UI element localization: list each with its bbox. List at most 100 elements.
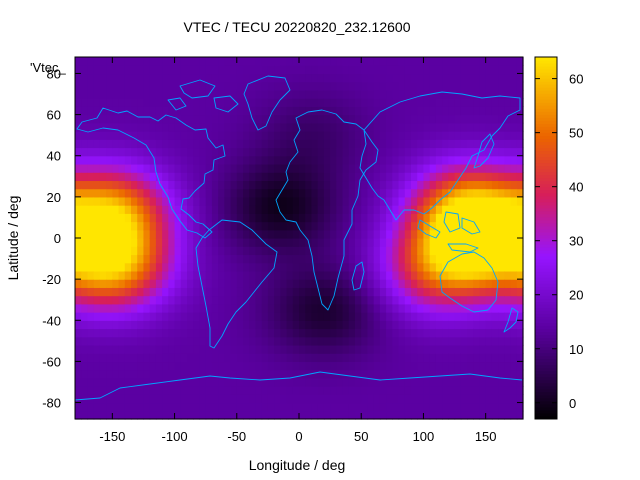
heatmap-cell bbox=[510, 139, 518, 149]
heatmap-cell bbox=[131, 303, 138, 313]
heatmap-cell bbox=[274, 131, 281, 140]
heatmap-cell bbox=[311, 361, 319, 371]
heatmap-cell bbox=[99, 229, 107, 239]
colorbar-band bbox=[535, 325, 557, 329]
heatmap-cell bbox=[75, 279, 82, 288]
heatmap-cell bbox=[417, 147, 425, 157]
colorbar-band bbox=[535, 274, 557, 278]
heatmap-cell bbox=[348, 155, 356, 165]
heatmap-cell bbox=[361, 73, 369, 83]
heatmap-cell bbox=[516, 73, 524, 83]
heatmap-cell bbox=[323, 98, 331, 107]
heatmap-cell bbox=[99, 139, 107, 149]
heatmap-cell bbox=[118, 295, 126, 305]
heatmap-cell bbox=[224, 279, 232, 288]
heatmap-cell bbox=[467, 394, 474, 404]
heatmap-cell bbox=[211, 213, 219, 223]
heatmap-cell bbox=[317, 254, 325, 264]
heatmap-cell bbox=[379, 295, 387, 305]
heatmap-cell bbox=[342, 98, 350, 107]
heatmap-cell bbox=[317, 65, 325, 75]
heatmap-cell bbox=[460, 73, 468, 83]
heatmap-cell bbox=[510, 336, 518, 346]
heatmap-cell bbox=[93, 172, 101, 182]
heatmap-cell bbox=[106, 65, 113, 75]
heatmap-cell bbox=[491, 81, 499, 91]
heatmap-cell bbox=[398, 353, 406, 363]
heatmap-cell bbox=[442, 295, 449, 305]
heatmap-cell bbox=[224, 377, 232, 387]
heatmap-cell bbox=[473, 361, 481, 371]
heatmap-cell bbox=[442, 196, 449, 206]
heatmap-cell bbox=[342, 114, 350, 124]
heatmap-cell bbox=[211, 114, 219, 124]
heatmap-cell bbox=[460, 238, 468, 247]
heatmap-cell bbox=[187, 221, 194, 231]
heatmap-cell bbox=[274, 221, 281, 231]
heatmap-cell bbox=[442, 238, 449, 247]
heatmap-cell bbox=[330, 73, 337, 83]
heatmap-cell bbox=[174, 147, 182, 157]
heatmap-cell bbox=[75, 147, 82, 157]
heatmap-cell bbox=[448, 114, 456, 124]
heatmap-cell bbox=[491, 122, 499, 132]
heatmap-cell bbox=[504, 172, 512, 182]
heatmap-cell bbox=[361, 163, 369, 173]
heatmap-cell bbox=[255, 213, 263, 223]
heatmap-cell bbox=[485, 172, 493, 182]
colorbar-band bbox=[535, 66, 557, 70]
heatmap-cell bbox=[180, 213, 188, 223]
heatmap-cell bbox=[491, 295, 499, 305]
heatmap-cell bbox=[112, 81, 120, 91]
heatmap-cell bbox=[292, 377, 300, 387]
heatmap-cell bbox=[411, 353, 418, 363]
heatmap-cell bbox=[292, 155, 300, 165]
heatmap-cell bbox=[373, 57, 381, 66]
heatmap-cell bbox=[75, 353, 82, 363]
heatmap-cell bbox=[199, 328, 207, 338]
heatmap-cell bbox=[112, 57, 120, 66]
heatmap-cell bbox=[516, 410, 524, 420]
heatmap-cell bbox=[180, 377, 188, 387]
heatmap-cell bbox=[292, 287, 300, 297]
heatmap-cell bbox=[137, 386, 145, 395]
heatmap-cell bbox=[292, 270, 300, 280]
heatmap-cell bbox=[93, 73, 101, 83]
heatmap-cell bbox=[423, 254, 431, 264]
heatmap-cell bbox=[417, 287, 425, 297]
heatmap-cell bbox=[423, 238, 431, 247]
heatmap-cell bbox=[305, 122, 313, 132]
heatmap-cell bbox=[187, 287, 194, 297]
heatmap-cell bbox=[205, 221, 213, 231]
heatmap-cell bbox=[274, 106, 281, 116]
heatmap-cell bbox=[311, 147, 319, 157]
heatmap-cell bbox=[243, 163, 250, 173]
heatmap-cell bbox=[342, 81, 350, 91]
heatmap-cell bbox=[491, 221, 499, 231]
heatmap-cell bbox=[367, 394, 375, 404]
heatmap-cell bbox=[411, 98, 418, 107]
heatmap-cell bbox=[342, 238, 350, 247]
heatmap-cell bbox=[404, 361, 412, 371]
heatmap-cell bbox=[479, 320, 487, 330]
heatmap-cell bbox=[311, 188, 319, 198]
heatmap-cell bbox=[81, 328, 89, 338]
heatmap-cell bbox=[498, 213, 505, 223]
heatmap-cell bbox=[379, 213, 387, 223]
colorbar-band bbox=[535, 156, 557, 161]
heatmap-cell bbox=[131, 336, 138, 346]
heatmap-cell bbox=[174, 369, 182, 379]
heatmap-cell bbox=[124, 98, 132, 107]
heatmap-cell bbox=[373, 344, 381, 354]
heatmap-cell bbox=[211, 155, 219, 165]
heatmap-cell bbox=[323, 180, 331, 190]
heatmap-cell bbox=[454, 369, 462, 379]
heatmap-cell bbox=[193, 73, 201, 83]
heatmap-cell bbox=[361, 287, 369, 297]
heatmap-cell bbox=[261, 238, 269, 247]
heatmap-cell bbox=[342, 353, 350, 363]
heatmap-cell bbox=[286, 172, 294, 182]
heatmap-cell bbox=[137, 361, 145, 371]
heatmap-cell bbox=[99, 196, 107, 206]
heatmap-cell bbox=[205, 106, 213, 116]
